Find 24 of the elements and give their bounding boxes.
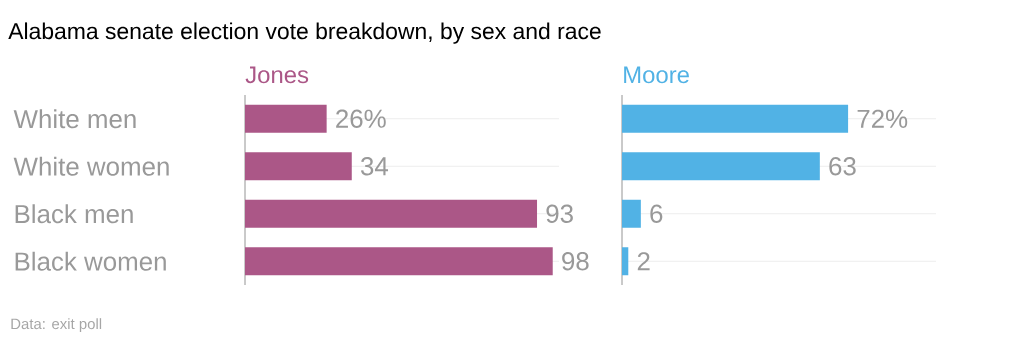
- series-label: Moore: [624, 66, 689, 84]
- data-label: 93: [546, 204, 573, 223]
- data-label: 6: [650, 204, 663, 223]
- chart-title: Alabama senate election vote breakdown, by sex and race: [8, 22, 601, 44]
- data-label: 72%: [857, 109, 908, 128]
- data-label: 34: [360, 157, 389, 176]
- series-label: Jones: [245, 66, 309, 84]
- bar: [245, 247, 553, 276]
- y-tick-label: Black men: [15, 204, 133, 224]
- bar: [245, 152, 352, 181]
- bar: [622, 199, 641, 228]
- data-label: 26%: [336, 109, 386, 128]
- data-label: 2: [637, 252, 650, 271]
- bar: [622, 247, 629, 276]
- y-tick-label: White men: [13, 109, 136, 129]
- data-label: 98: [562, 252, 589, 271]
- bar: [622, 104, 849, 133]
- data-label: 63: [829, 157, 856, 176]
- y-tick-label: Black women: [15, 251, 166, 271]
- text: Data: exit poll: [11, 318, 102, 333]
- y-tick-label: White women: [13, 156, 169, 176]
- bar: [245, 199, 538, 228]
- bar: [622, 152, 820, 181]
- bar: [245, 104, 327, 133]
